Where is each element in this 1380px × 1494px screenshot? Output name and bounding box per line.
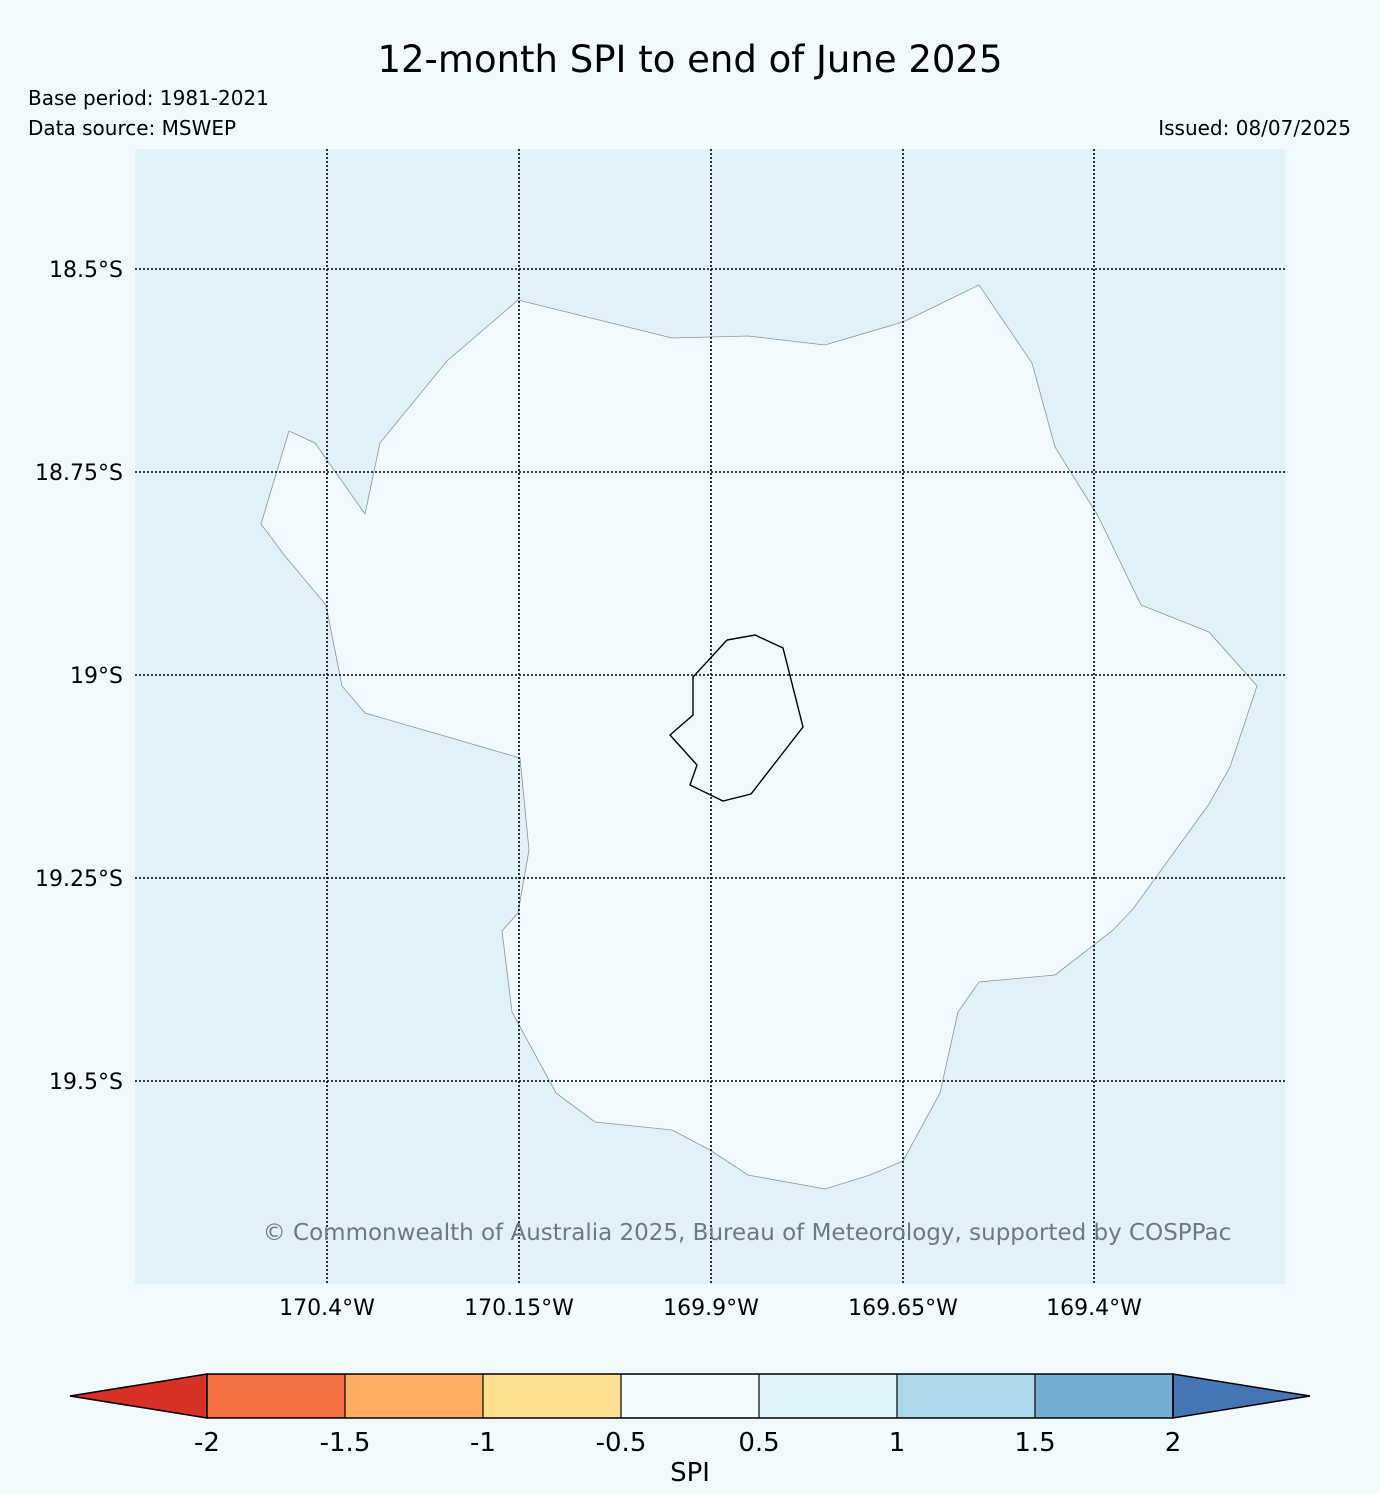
land-region (260, 284, 1258, 1190)
colorbar-outline (206, 1373, 1174, 1419)
colorbar-dividers (344, 1374, 1036, 1418)
colorbar-tick-label: 1.5 (1014, 1428, 1055, 1458)
colorbar-title: SPI (670, 1458, 710, 1488)
contour-line (669, 634, 804, 802)
colorbar-segment-4 (621, 1374, 759, 1418)
issued-date-text: Issued: 08/07/2025 (1158, 116, 1351, 140)
lon-label-170-15: 170.15°W (464, 1296, 574, 1321)
colorbar-tick-label: 1 (889, 1428, 906, 1458)
lat-label-18-5: 18.5°S (49, 258, 123, 283)
lon-label-169-65: 169.65°W (848, 1296, 958, 1321)
lat-label-19-25: 19.25°S (35, 867, 123, 892)
colorbar-segment-6 (897, 1374, 1035, 1418)
base-period-text: Base period: 1981-2021 (28, 86, 269, 110)
colorbar-segment-1 (207, 1374, 345, 1418)
chart-title: 12-month SPI to end of June 2025 (377, 38, 1003, 81)
lat-label-18-75: 18.75°S (35, 461, 123, 486)
lat-label-19: 19°S (70, 664, 123, 689)
lon-label-170-4: 170.4°W (279, 1296, 375, 1321)
colorbar-tick-label: 2 (1165, 1428, 1182, 1458)
lat-label-19-5: 19.5°S (49, 1070, 123, 1095)
colorbar: -2 -1.5 -1 -0.5 0.5 1 1.5 2 SPI (69, 1373, 1311, 1488)
colorbar-extend-low (69, 1373, 208, 1419)
colorbar-segment-7 (1035, 1374, 1173, 1418)
data-source-text: Data source: MSWEP (28, 116, 237, 140)
colorbar-tick-label: 0.5 (738, 1428, 779, 1458)
colorbar-extend-high (1172, 1373, 1311, 1419)
colorbar-tick-label: -1 (470, 1428, 496, 1458)
longitude-gridlines (326, 149, 1095, 1284)
colorbar-tick-label: -0.5 (596, 1428, 647, 1458)
colorbar-segment-3 (483, 1374, 621, 1418)
colorbar-tick-label: -1.5 (320, 1428, 371, 1458)
copyright-text: © Commonwealth of Australia 2025, Bureau… (263, 1220, 1232, 1246)
lon-label-169-4: 169.4°W (1046, 1296, 1142, 1321)
colorbar-tick-label: -2 (194, 1428, 220, 1458)
colorbar-segment-2 (345, 1374, 483, 1418)
lon-label-169-9: 169.9°W (663, 1296, 759, 1321)
colorbar-segment-5 (759, 1374, 897, 1418)
